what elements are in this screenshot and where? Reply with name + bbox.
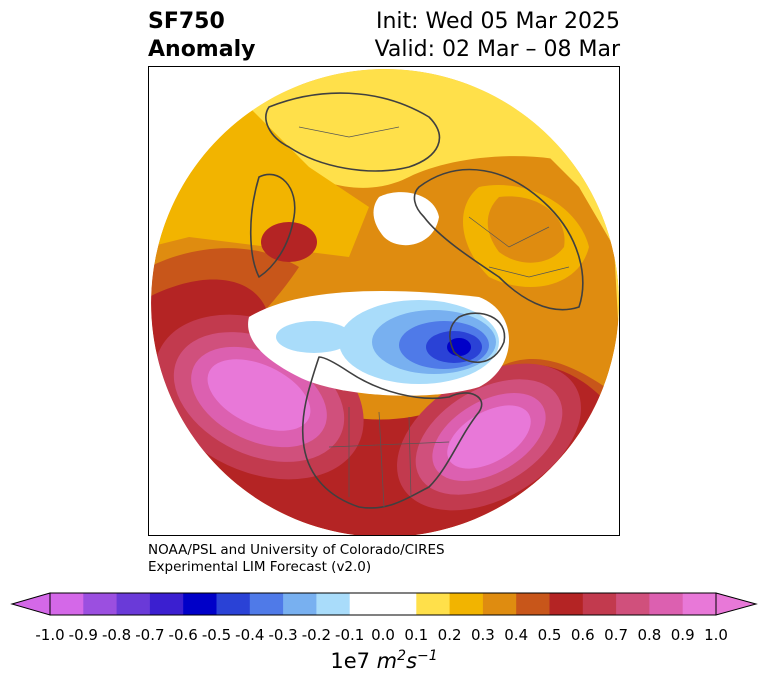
colorbar-tick-label: 0.1 <box>404 626 429 644</box>
coastline-greenland <box>449 312 506 364</box>
colorbar-tick-label: -0.2 <box>301 626 332 644</box>
colorbar-swatch <box>349 593 384 615</box>
borders <box>298 126 570 508</box>
colorbar-swatch <box>682 593 717 615</box>
colorbar-tick-label: 0.4 <box>504 626 529 644</box>
title-variable: SF750 <box>148 9 225 34</box>
credit-text: NOAA/PSL and University of Colorado/CIRE… <box>148 542 445 576</box>
init-date: Init: Wed 05 Mar 2025 <box>375 9 620 34</box>
colorbar-extend-max <box>715 592 758 616</box>
fill-east-lobe-4 <box>447 405 531 469</box>
colorbar-swatch <box>316 593 351 615</box>
colorbar-tick-label: 0.5 <box>537 626 562 644</box>
units-m: m <box>376 649 398 673</box>
colorbar-tick-label: -0.5 <box>201 626 232 644</box>
coastline-eurasia <box>413 168 584 311</box>
colorbar-swatch <box>283 593 317 615</box>
colorbar-swatch <box>582 593 617 615</box>
coastline-asia-north <box>265 92 441 172</box>
map-title: SF750 Anomaly <box>148 8 255 64</box>
coastlines <box>249 92 584 509</box>
colorbar-tick-label: -1.0 <box>35 626 65 644</box>
colorbar-tick-label: -0.8 <box>101 626 132 644</box>
colorbar-tick-label: -0.7 <box>135 626 165 644</box>
colorbar-tick-label: -0.9 <box>68 626 98 644</box>
colorbar-swatch <box>383 593 417 615</box>
colorbar-swatch <box>482 593 517 615</box>
credit-line-1: NOAA/PSL and University of Colorado/CIRE… <box>148 542 445 558</box>
colorbar-swatch <box>83 593 118 615</box>
valid-range: Valid: 02 Mar – 08 Mar <box>374 37 620 62</box>
credit-line-2: Experimental LIM Forecast (v2.0) <box>148 559 372 575</box>
colorbar-tick-label: 1.0 <box>704 626 728 644</box>
fill-west-lobe-4 <box>207 359 311 431</box>
colorbar-tick-label: 0.2 <box>437 626 462 644</box>
fill-europe-orange <box>487 196 565 263</box>
colorbar-swatch <box>616 593 650 615</box>
coastline-alaska <box>249 173 296 278</box>
globe-mask <box>149 67 619 535</box>
units-s-exp: −1 <box>417 648 438 664</box>
colorbar-swatch <box>149 593 184 615</box>
units-s: s <box>406 649 418 673</box>
colorbar-outline <box>49 592 717 616</box>
map-dates: Init: Wed 05 Mar 2025 Valid: 02 Mar – 08… <box>375 8 620 64</box>
fill-outer-yellow-east <box>449 69 619 535</box>
colorbar-swatch <box>50 593 84 615</box>
fill-canada-hotspot <box>261 222 317 262</box>
colorbar-swatch <box>216 593 251 615</box>
colorbar-swatch <box>649 593 684 615</box>
colorbar-swatch <box>549 593 584 615</box>
colorbar-tick-label: 0.7 <box>604 626 629 644</box>
colorbar-tick-label: -0.1 <box>335 626 365 644</box>
colorbar-swatch <box>516 593 550 615</box>
colorbar-swatch <box>183 593 217 615</box>
colorbar-ticks: -1.0 -0.9 -0.8 -0.7 -0.6 -0.5 -0.4 -0.3 -0.2 -0.1… <box>0 626 768 646</box>
colorbar-tick-label: -0.6 <box>168 626 198 644</box>
fill-west-neg <box>276 321 352 353</box>
units-base: 1e7 <box>330 649 377 673</box>
anomaly-map <box>149 67 619 535</box>
colorbar-tick-label: 0.0 <box>371 626 395 644</box>
units-m-exp: 2 <box>397 648 407 664</box>
colorbar-tick-label: -0.4 <box>235 626 265 644</box>
colorbar-extend-min <box>10 592 51 616</box>
map-panel <box>148 66 620 536</box>
coastline-north-america <box>301 356 483 509</box>
colorbar-swatch <box>249 593 284 615</box>
title-anomaly: Anomaly <box>148 37 256 62</box>
colorbar-tick-label: 0.9 <box>670 626 695 644</box>
colorbar-tick-label: -0.3 <box>268 626 298 644</box>
colorbar-tick-label: 0.6 <box>570 626 595 644</box>
colorbar-swatch <box>116 593 151 615</box>
colorbar-tick-label: 0.3 <box>470 626 495 644</box>
colorbar-tick-label: 0.8 <box>637 626 662 644</box>
colorbar-swatch <box>416 593 451 615</box>
fill-pole-neutral <box>373 192 439 246</box>
colorbar-swatch <box>449 593 484 615</box>
colorbar <box>10 592 758 616</box>
colorbar-units: 1e7 m2s−1 <box>0 648 768 673</box>
